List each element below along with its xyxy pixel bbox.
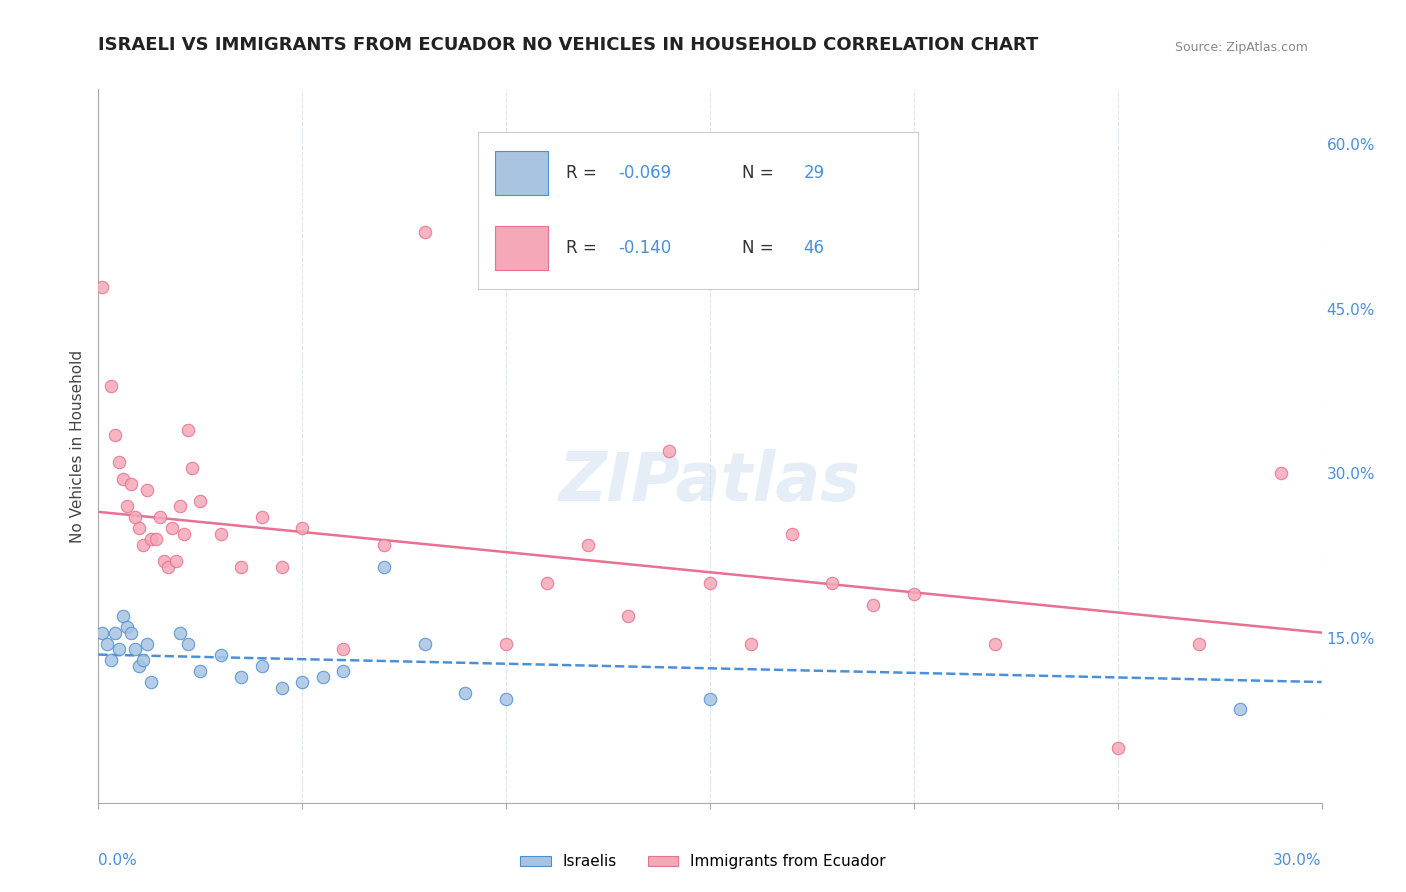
Point xyxy=(177,637,200,651)
Point xyxy=(699,691,721,706)
Point xyxy=(152,554,174,568)
Text: Source: ZipAtlas.com: Source: ZipAtlas.com xyxy=(1174,40,1308,54)
Point xyxy=(821,576,844,591)
Point xyxy=(984,637,1007,651)
Point xyxy=(373,559,395,574)
Point xyxy=(177,423,200,437)
Point xyxy=(104,428,127,442)
Point xyxy=(1188,637,1211,651)
Point xyxy=(270,681,294,695)
Point xyxy=(136,637,159,651)
Point xyxy=(1270,467,1292,481)
Point xyxy=(115,620,138,634)
Point xyxy=(169,625,191,640)
Point xyxy=(91,625,114,640)
Point xyxy=(169,500,191,514)
Point xyxy=(188,664,212,678)
Point xyxy=(332,664,354,678)
Point xyxy=(231,669,253,683)
Point xyxy=(1107,740,1129,755)
Y-axis label: No Vehicles in Household: No Vehicles in Household xyxy=(69,350,84,542)
Point xyxy=(332,642,354,657)
Point xyxy=(576,538,599,552)
Point xyxy=(373,538,395,552)
Point xyxy=(104,625,127,640)
Point xyxy=(312,669,335,683)
Point xyxy=(291,521,314,535)
Point xyxy=(124,642,146,657)
Point xyxy=(141,533,163,547)
Point xyxy=(658,444,681,458)
Point xyxy=(536,576,558,591)
Point xyxy=(699,576,721,591)
Point xyxy=(120,625,142,640)
Text: 0.0%: 0.0% xyxy=(98,854,138,868)
Point xyxy=(740,637,762,651)
Point xyxy=(173,526,195,541)
Point xyxy=(209,648,232,662)
Point xyxy=(136,483,159,497)
Point xyxy=(141,675,163,690)
Point xyxy=(495,637,517,651)
Point xyxy=(108,642,131,657)
Point xyxy=(156,559,179,574)
Point xyxy=(903,587,925,601)
Point xyxy=(270,559,294,574)
Point xyxy=(96,637,118,651)
Point xyxy=(862,598,884,612)
Point xyxy=(250,510,273,524)
Point xyxy=(120,477,142,491)
Point xyxy=(165,554,187,568)
Point xyxy=(413,637,436,651)
Legend: Israelis, Immigrants from Ecuador: Israelis, Immigrants from Ecuador xyxy=(515,848,891,875)
Point xyxy=(108,455,131,469)
Point xyxy=(1229,702,1251,716)
Point xyxy=(780,526,803,541)
Point xyxy=(115,500,138,514)
Point xyxy=(160,521,183,535)
Point xyxy=(128,658,150,673)
Point xyxy=(111,609,134,624)
Point xyxy=(188,494,212,508)
Text: ISRAELI VS IMMIGRANTS FROM ECUADOR NO VEHICLES IN HOUSEHOLD CORRELATION CHART: ISRAELI VS IMMIGRANTS FROM ECUADOR NO VE… xyxy=(98,36,1039,54)
Point xyxy=(495,691,517,706)
Point xyxy=(250,658,273,673)
Point xyxy=(145,533,167,547)
Point xyxy=(100,653,122,667)
Point xyxy=(132,653,155,667)
Point xyxy=(291,675,314,690)
Point xyxy=(617,609,640,624)
Point xyxy=(111,472,134,486)
Point xyxy=(124,510,146,524)
Point xyxy=(128,521,150,535)
Point xyxy=(454,686,477,700)
Point xyxy=(91,280,114,294)
Point xyxy=(132,538,155,552)
Text: 30.0%: 30.0% xyxy=(1274,854,1322,868)
Point xyxy=(149,510,172,524)
Point xyxy=(231,559,253,574)
Point xyxy=(209,526,232,541)
Point xyxy=(181,461,204,475)
Point xyxy=(100,378,122,392)
Point xyxy=(413,225,436,239)
Text: ZIPatlas: ZIPatlas xyxy=(560,449,860,515)
